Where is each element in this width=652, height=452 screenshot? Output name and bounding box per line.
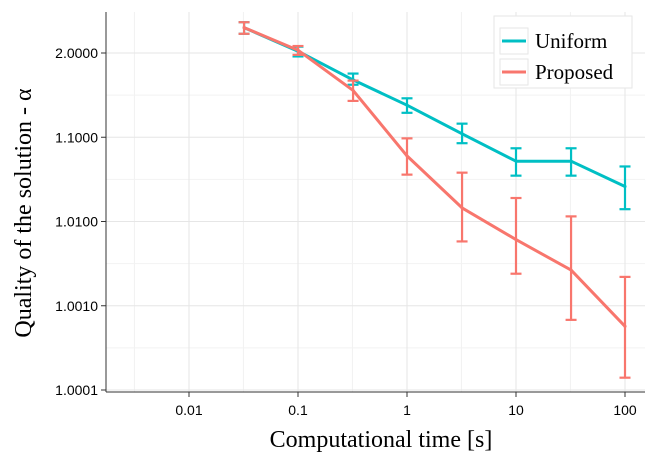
- legend: Uniform Proposed: [493, 15, 633, 89]
- data-point-uniform: [514, 159, 518, 163]
- y-tick-label: 1.0010: [55, 298, 98, 314]
- data-point-proposed: [296, 48, 300, 52]
- legend-label-proposed: Proposed: [535, 60, 614, 84]
- x-tick-label: 0.01: [175, 402, 202, 418]
- legend-label-uniform: Uniform: [535, 29, 607, 53]
- x-axis-title: Computational time [s]: [270, 427, 493, 452]
- x-tick-label: 100: [613, 402, 637, 418]
- data-point-uniform: [623, 185, 627, 189]
- series-proposed: [238, 21, 631, 379]
- data-point-proposed: [569, 268, 573, 272]
- x-tick-label: 1: [403, 402, 411, 418]
- data-point-uniform: [460, 132, 464, 136]
- series-lines: [238, 21, 631, 379]
- data-point-uniform: [569, 159, 573, 163]
- data-point-proposed: [351, 88, 355, 92]
- y-tick-label: 1.0001: [55, 382, 98, 398]
- y-tick-label: 1.1000: [55, 129, 98, 145]
- data-point-proposed: [623, 324, 627, 328]
- series-line-proposed: [242, 26, 627, 328]
- y-tick-label: 1.0100: [55, 214, 98, 230]
- data-point-uniform: [405, 103, 409, 107]
- y-axis-title: Quality of the solution - α: [11, 88, 37, 338]
- data-point-proposed: [514, 238, 518, 242]
- axes: 0.01 0.1 1 10 100 2.0000 1.1000 1.0100 1.0010 1.0…: [55, 12, 645, 418]
- x-tick-label: 10: [508, 402, 524, 418]
- data-point-proposed: [405, 154, 409, 158]
- data-point-proposed: [242, 26, 246, 30]
- x-tick-label: 0.1: [288, 402, 308, 418]
- y-tick-label: 2.0000: [55, 45, 98, 61]
- data-point-proposed: [460, 206, 464, 210]
